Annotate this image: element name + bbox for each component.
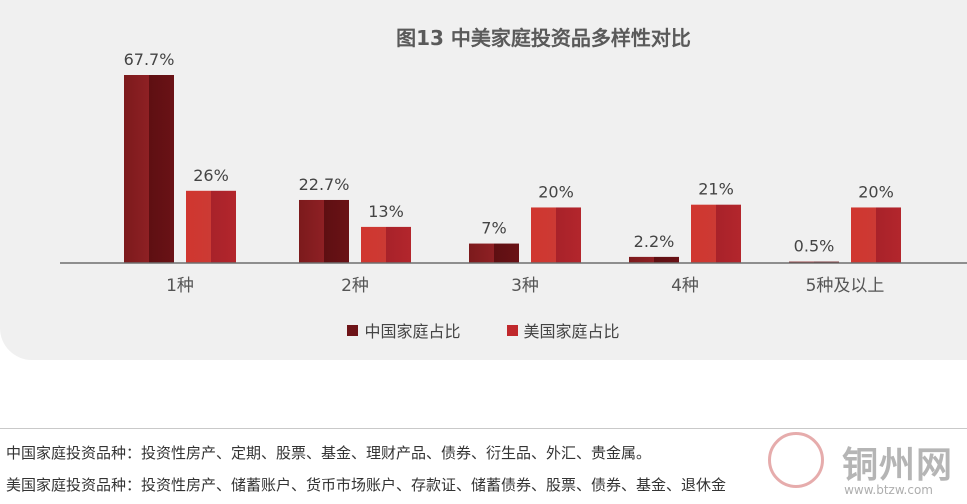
x-tick-label-4: 5种及以上 xyxy=(806,276,885,296)
bar-china-2 xyxy=(469,243,519,263)
bar-usa-2 xyxy=(531,207,581,263)
seal-stamp xyxy=(768,432,824,488)
data-label-usa-4: 20% xyxy=(858,182,894,201)
bar-china-0 xyxy=(124,75,174,263)
x-tick-label-1: 2种 xyxy=(341,276,369,296)
note-usa: 美国家庭投资品种：投资性房产、储蓄账户、货币市场账户、存款证、储蓄债券、股票、债… xyxy=(6,476,727,494)
bar-chart: 67.7% 26% 22.7% 13% 7% 20% 2.2% 21% 0.5% 20% 1种 2种… xyxy=(60,50,967,296)
x-tick-label-2: 3种 xyxy=(511,276,539,296)
x-tick-label-3: 4种 xyxy=(671,276,699,296)
note-china: 中国家庭投资品种：投资性房产、定期、股票、基金、理财产品、债券、衍生品、外汇、贵… xyxy=(6,444,652,462)
data-label-china-1: 22.7% xyxy=(299,175,350,194)
legend-item-usa: 美国家庭占比 xyxy=(506,318,620,342)
data-label-china-3: 2.2% xyxy=(634,232,675,251)
watermark-url: www.btzw.com xyxy=(844,483,933,497)
bar-china-1 xyxy=(299,199,349,263)
bar-usa-3 xyxy=(691,204,741,263)
legend-swatch-china xyxy=(347,324,359,336)
bar-usa-0 xyxy=(186,190,236,263)
legend-label-usa: 美国家庭占比 xyxy=(523,322,620,341)
data-label-usa-2: 20% xyxy=(538,182,574,201)
legend-label-china: 中国家庭占比 xyxy=(364,322,461,341)
data-label-china-4: 0.5% xyxy=(794,237,835,256)
x-tick-label-0: 1种 xyxy=(166,276,194,296)
legend-item-china: 中国家庭占比 xyxy=(347,318,461,342)
data-label-usa-3: 21% xyxy=(698,180,734,199)
data-label-usa-0: 26% xyxy=(193,166,229,185)
legend: 中国家庭占比 美国家庭占比 xyxy=(0,318,967,342)
watermark-logo: 铜州网 xyxy=(841,444,953,486)
legend-swatch-usa xyxy=(506,324,518,336)
data-label-china-0: 67.7% xyxy=(124,50,175,69)
bar-usa-4 xyxy=(851,207,901,263)
data-label-china-2: 7% xyxy=(481,219,506,238)
chart-title: 图13 中美家庭投资品多样性对比 xyxy=(396,26,691,50)
bar-usa-1 xyxy=(361,226,411,263)
data-label-usa-1: 13% xyxy=(368,202,404,221)
bar-china-3 xyxy=(629,256,679,263)
